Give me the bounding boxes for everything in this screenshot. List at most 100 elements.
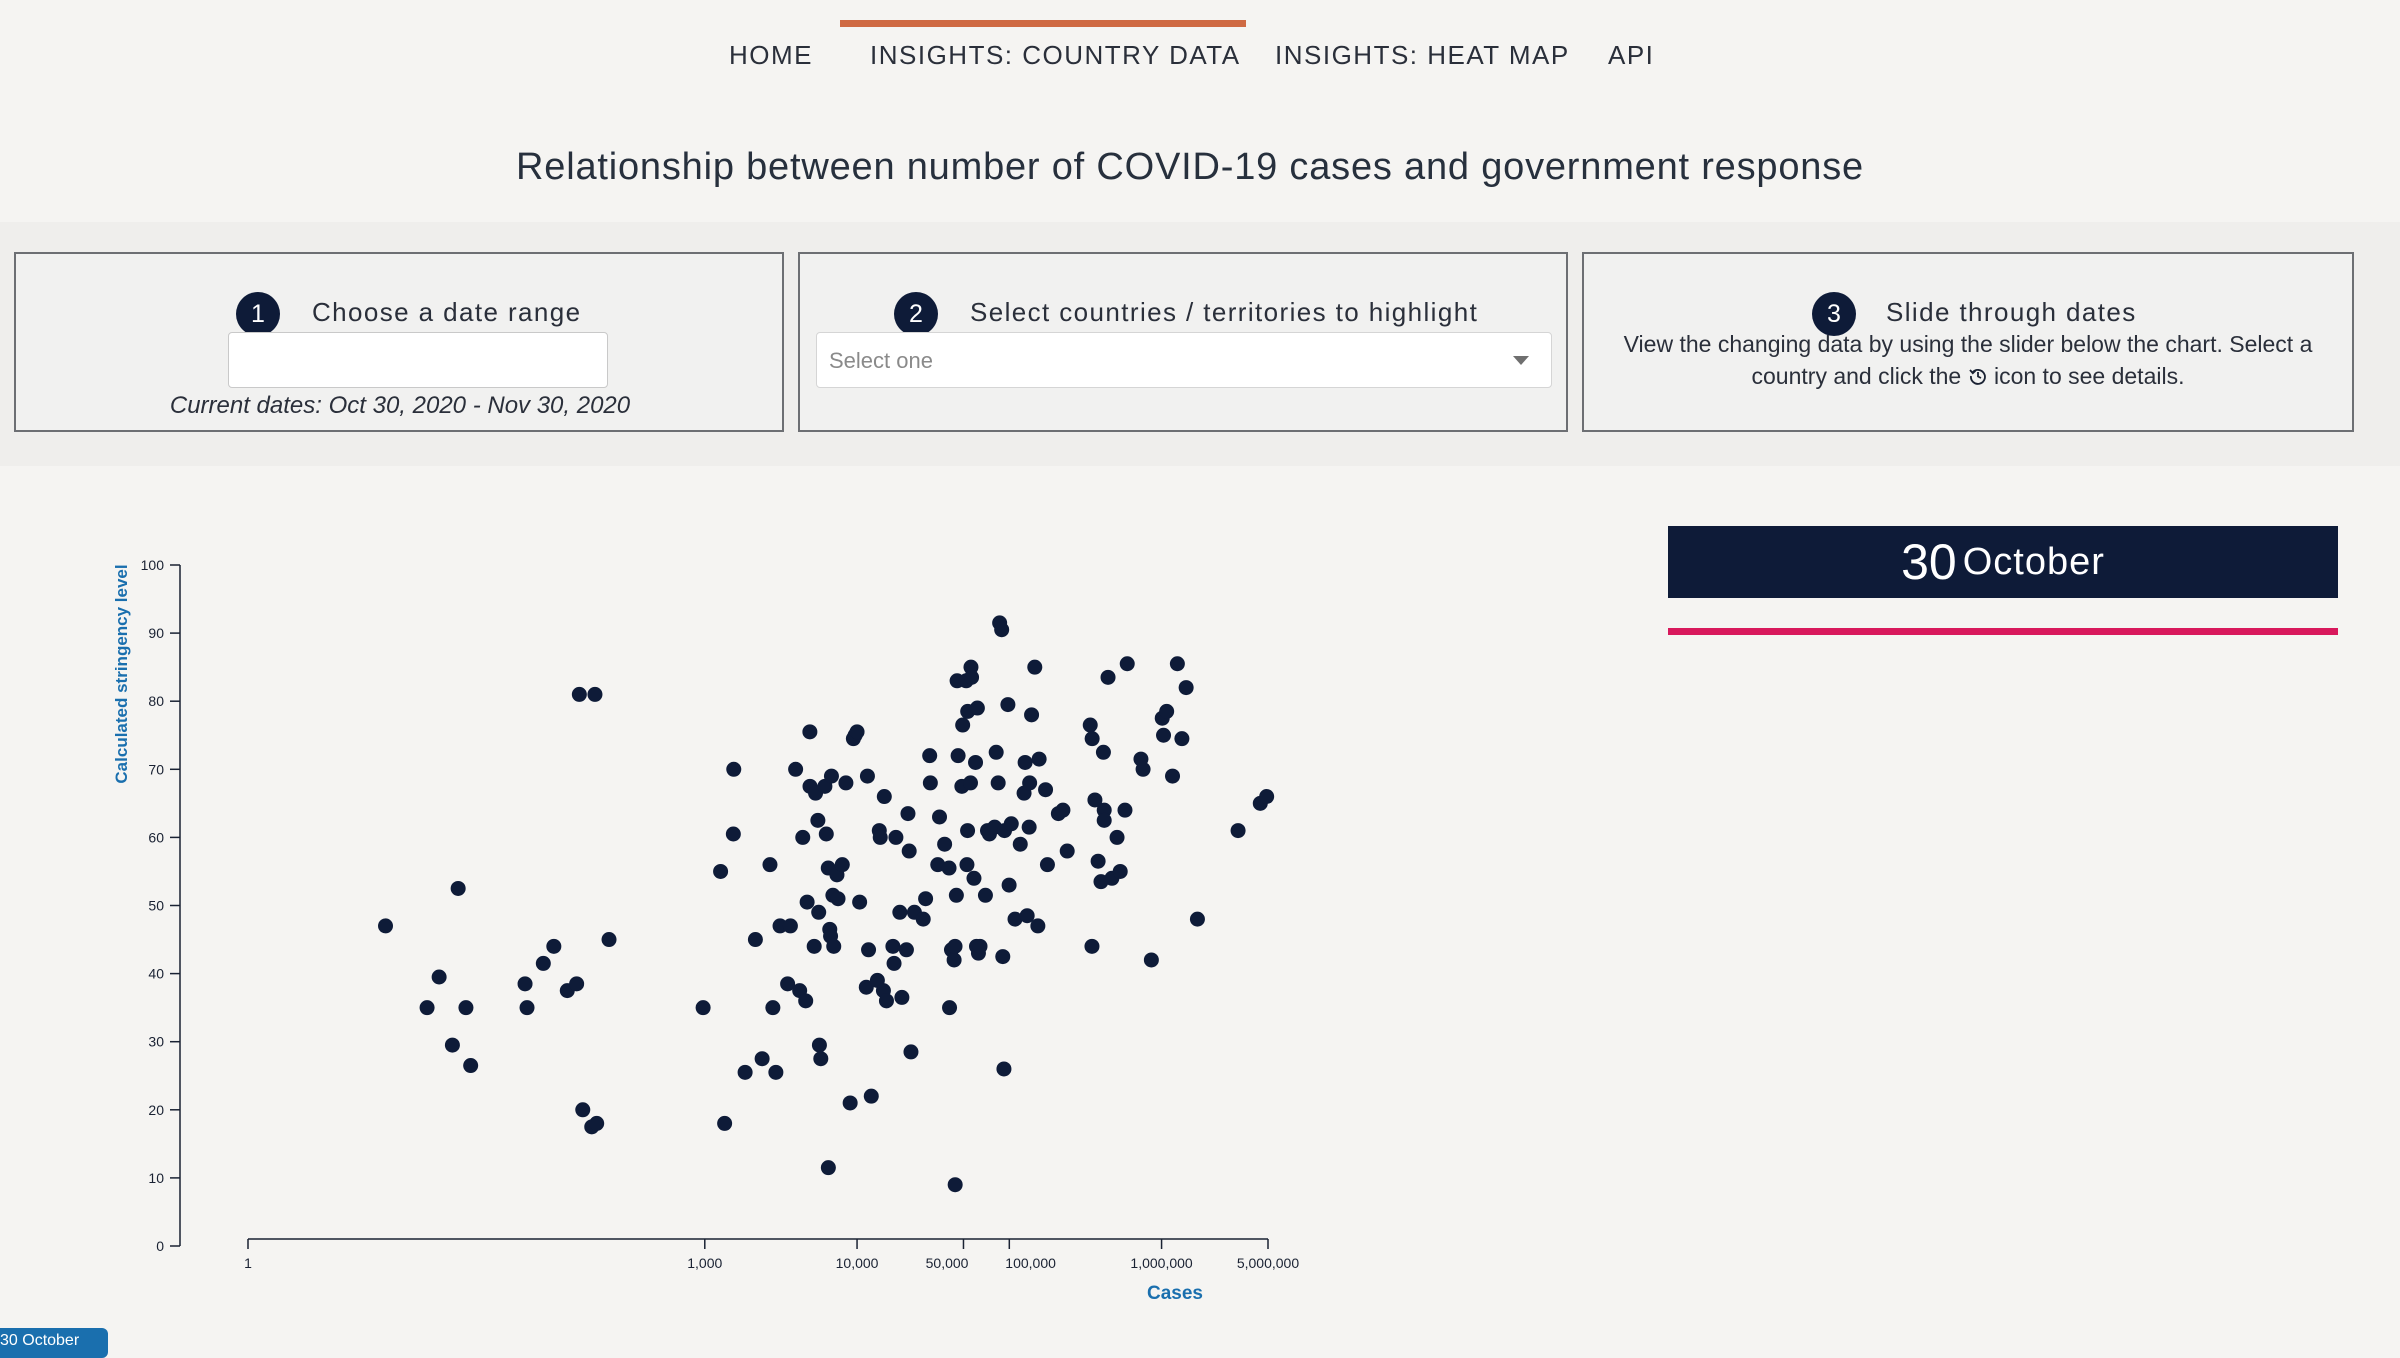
data-point[interactable] bbox=[378, 918, 394, 934]
data-point[interactable] bbox=[955, 717, 971, 733]
data-point[interactable] bbox=[1119, 656, 1135, 672]
data-point[interactable] bbox=[941, 860, 957, 876]
data-point[interactable] bbox=[1156, 727, 1172, 743]
data-point[interactable] bbox=[894, 989, 910, 1005]
data-point[interactable] bbox=[922, 775, 938, 791]
data-point[interactable] bbox=[587, 686, 603, 702]
data-point[interactable] bbox=[431, 969, 447, 985]
data-point[interactable] bbox=[969, 700, 985, 716]
data-point[interactable] bbox=[966, 870, 982, 886]
data-point[interactable] bbox=[1003, 816, 1019, 832]
data-point[interactable] bbox=[463, 1058, 479, 1074]
data-point[interactable] bbox=[1112, 863, 1128, 879]
data-point[interactable] bbox=[725, 826, 741, 842]
data-point[interactable] bbox=[1174, 731, 1190, 747]
data-point[interactable] bbox=[589, 1115, 605, 1131]
data-point[interactable] bbox=[915, 911, 931, 927]
data-point[interactable] bbox=[948, 887, 964, 903]
data-point[interactable] bbox=[1090, 853, 1106, 869]
data-point[interactable] bbox=[1031, 751, 1047, 767]
data-point[interactable] bbox=[726, 761, 742, 777]
data-point[interactable] bbox=[765, 1000, 781, 1016]
data-point[interactable] bbox=[818, 826, 834, 842]
data-point[interactable] bbox=[1059, 843, 1075, 859]
data-point[interactable] bbox=[834, 857, 850, 873]
data-point[interactable] bbox=[823, 768, 839, 784]
data-point[interactable] bbox=[1000, 697, 1016, 713]
data-point[interactable] bbox=[1055, 802, 1071, 818]
data-point[interactable] bbox=[575, 1102, 591, 1118]
data-point[interactable] bbox=[806, 938, 822, 954]
data-point[interactable] bbox=[878, 993, 894, 1009]
data-point[interactable] bbox=[695, 1000, 711, 1016]
data-point[interactable] bbox=[988, 744, 1004, 760]
data-point[interactable] bbox=[930, 857, 946, 873]
data-point[interactable] bbox=[1021, 819, 1037, 835]
data-point[interactable] bbox=[1178, 680, 1194, 696]
data-point[interactable] bbox=[546, 938, 562, 954]
data-point[interactable] bbox=[1039, 857, 1055, 873]
data-point[interactable] bbox=[995, 949, 1011, 965]
data-point[interactable] bbox=[419, 1000, 435, 1016]
data-point[interactable] bbox=[1082, 717, 1098, 733]
data-point[interactable] bbox=[813, 1051, 829, 1067]
data-point[interactable] bbox=[830, 891, 846, 907]
data-point[interactable] bbox=[946, 952, 962, 968]
data-point[interactable] bbox=[885, 938, 901, 954]
data-point[interactable] bbox=[444, 1037, 460, 1053]
data-point[interactable] bbox=[932, 809, 948, 825]
data-point[interactable] bbox=[811, 904, 827, 920]
data-point[interactable] bbox=[1100, 669, 1116, 685]
caret-down-icon[interactable] bbox=[1513, 356, 1529, 365]
data-point[interactable] bbox=[1084, 938, 1100, 954]
data-point[interactable] bbox=[569, 976, 585, 992]
data-point[interactable] bbox=[802, 724, 818, 740]
data-point[interactable] bbox=[768, 1064, 784, 1080]
data-point[interactable] bbox=[782, 918, 798, 934]
data-point[interactable] bbox=[960, 823, 976, 839]
data-point[interactable] bbox=[798, 993, 814, 1009]
data-point[interactable] bbox=[1143, 952, 1159, 968]
data-point[interactable] bbox=[450, 880, 466, 896]
nav-item-country-data[interactable]: INSIGHTS: COUNTRY DATA bbox=[870, 40, 1241, 70]
data-point[interactable] bbox=[972, 938, 988, 954]
data-point[interactable] bbox=[458, 1000, 474, 1016]
data-point[interactable] bbox=[1189, 911, 1205, 927]
data-point[interactable] bbox=[977, 887, 993, 903]
data-point[interactable] bbox=[968, 754, 984, 770]
data-point[interactable] bbox=[713, 863, 729, 879]
data-point[interactable] bbox=[859, 768, 875, 784]
data-point[interactable] bbox=[1017, 754, 1033, 770]
data-point[interactable] bbox=[1084, 731, 1100, 747]
data-point[interactable] bbox=[863, 1088, 879, 1104]
data-point[interactable] bbox=[1001, 877, 1017, 893]
data-point[interactable] bbox=[852, 894, 868, 910]
data-point[interactable] bbox=[838, 775, 854, 791]
nav-item-api[interactable]: API bbox=[1608, 40, 1655, 70]
data-point[interactable] bbox=[900, 806, 916, 822]
data-point[interactable] bbox=[964, 669, 980, 685]
data-point[interactable] bbox=[820, 1160, 836, 1176]
data-point[interactable] bbox=[990, 775, 1006, 791]
data-point[interactable] bbox=[996, 1061, 1012, 1077]
data-point[interactable] bbox=[886, 955, 902, 971]
data-point[interactable] bbox=[1169, 656, 1185, 672]
data-point[interactable] bbox=[876, 789, 892, 805]
data-point[interactable] bbox=[717, 1115, 733, 1131]
data-point[interactable] bbox=[901, 843, 917, 859]
data-point[interactable] bbox=[1135, 761, 1151, 777]
data-point[interactable] bbox=[950, 748, 966, 764]
data-point[interactable] bbox=[959, 857, 975, 873]
data-point[interactable] bbox=[849, 724, 865, 740]
data-point[interactable] bbox=[1012, 836, 1028, 852]
data-point[interactable] bbox=[737, 1064, 753, 1080]
data-point[interactable] bbox=[601, 932, 617, 948]
data-point[interactable] bbox=[1007, 911, 1023, 927]
data-point[interactable] bbox=[826, 938, 842, 954]
data-point[interactable] bbox=[795, 829, 811, 845]
data-point[interactable] bbox=[861, 942, 877, 958]
nav-item-home[interactable]: HOME bbox=[729, 40, 813, 70]
data-point[interactable] bbox=[811, 1037, 827, 1053]
data-point[interactable] bbox=[1030, 918, 1046, 934]
data-point[interactable] bbox=[842, 1095, 858, 1111]
